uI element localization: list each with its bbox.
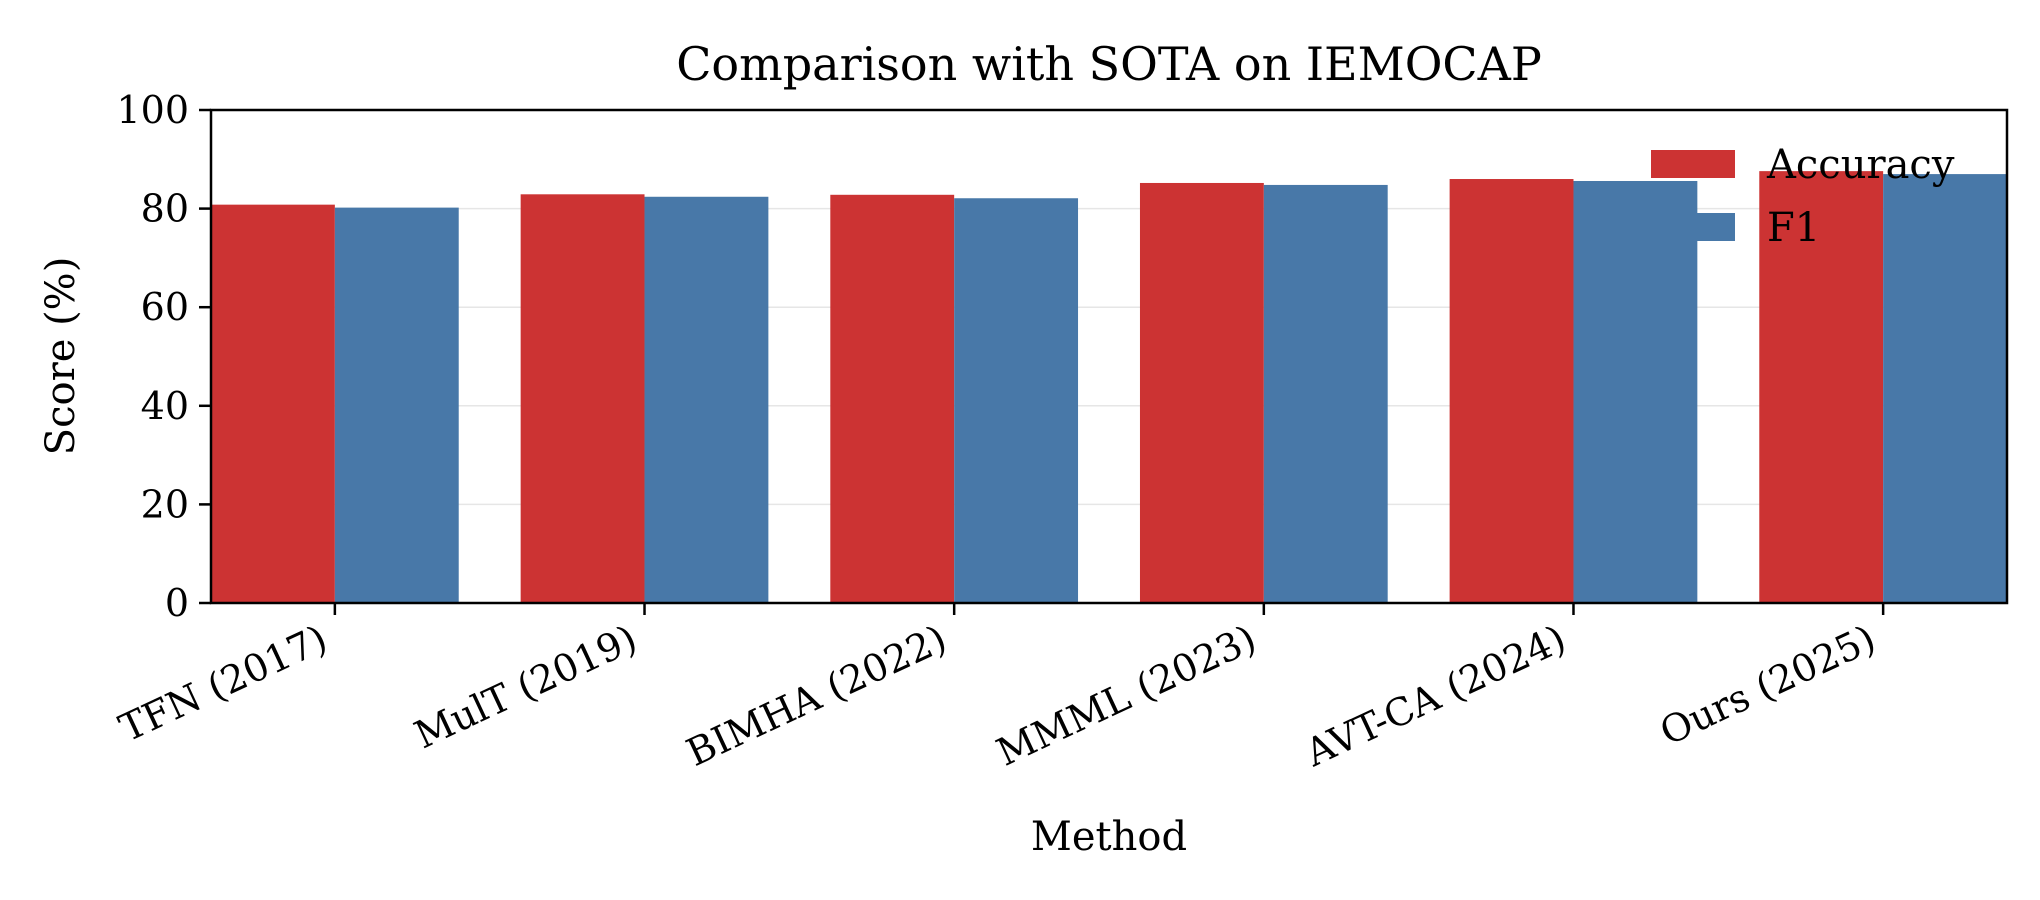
bar-f1-2 xyxy=(954,198,1079,603)
x-tick-label: MMML (2023) xyxy=(990,616,1263,774)
bar-accuracy-1 xyxy=(520,194,645,604)
y-tick-label: 60 xyxy=(141,285,189,329)
bar-accuracy-5 xyxy=(1759,171,1884,603)
y-tick-label: 40 xyxy=(141,384,189,428)
legend-label-accuracy: Accuracy xyxy=(1766,142,1955,188)
y-tick-label: 80 xyxy=(141,187,189,231)
bar-f1-5 xyxy=(1883,174,2007,603)
bars xyxy=(211,171,2007,604)
legend: Accuracy F1 xyxy=(1651,142,1955,251)
y-axis-label: Score (%) xyxy=(38,257,84,456)
y-tick-label: 0 xyxy=(165,581,189,625)
x-tick-label: MulT (2019) xyxy=(408,616,644,757)
bar-accuracy-0 xyxy=(211,204,335,603)
bar-f1-4 xyxy=(1573,180,1698,603)
bar-f1-0 xyxy=(334,207,459,603)
y-tick-label: 20 xyxy=(141,482,189,526)
bar-f1-1 xyxy=(644,196,769,603)
x-tick-label: TFN (2017) xyxy=(113,616,334,750)
legend-swatch-f1 xyxy=(1651,213,1735,241)
grid-lines xyxy=(211,109,2007,604)
x-axis-ticks: TFN (2017) MulT (2019) BIMHA (2022) MMML (2… xyxy=(113,603,1885,775)
bar-accuracy-2 xyxy=(830,194,955,603)
legend-label-f1: F1 xyxy=(1767,205,1820,251)
x-tick-label: AVT-CA (2024) xyxy=(1298,616,1572,775)
legend-swatch-accuracy xyxy=(1651,150,1735,178)
x-tick-label: Ours (2025) xyxy=(1653,616,1882,754)
y-tick-label: 100 xyxy=(116,88,189,132)
plot-frame xyxy=(209,108,2009,605)
x-axis-label: Method xyxy=(1031,814,1187,860)
bar-accuracy-3 xyxy=(1139,182,1264,604)
bar-accuracy-4 xyxy=(1449,179,1574,603)
bar-f1-3 xyxy=(1263,184,1388,603)
x-tick-label: BIMHA (2022) xyxy=(680,616,953,775)
chart-title: Comparison with SOTA on IEMOCAP xyxy=(676,37,1542,91)
y-axis-ticks: 0 20 40 60 80 100 xyxy=(116,88,211,625)
